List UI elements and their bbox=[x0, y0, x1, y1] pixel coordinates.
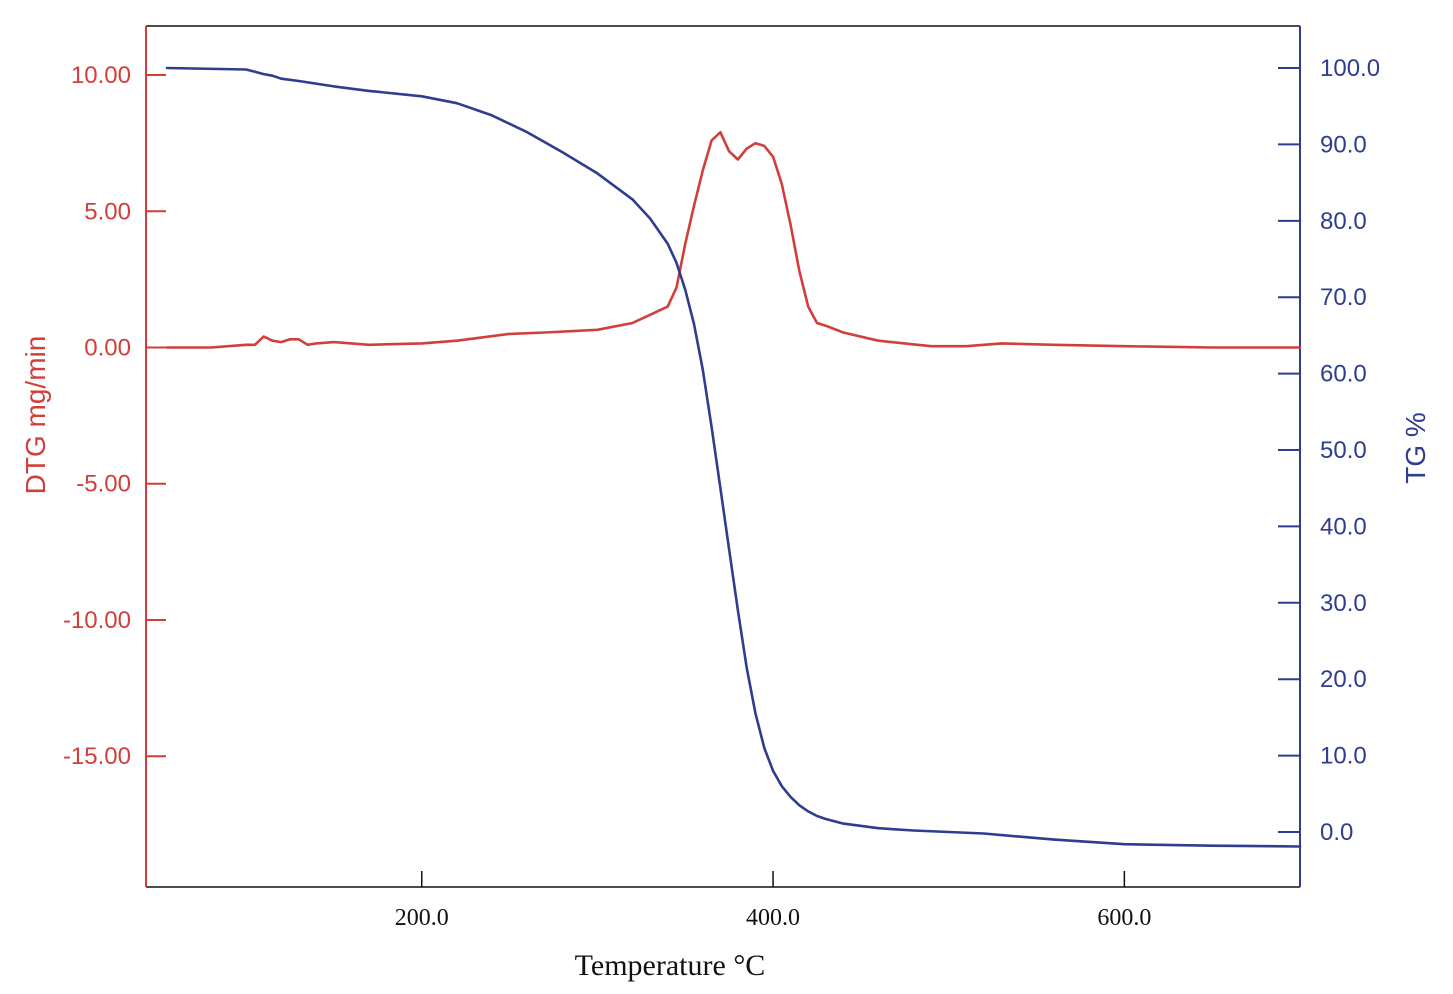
tg-tick-label: 70.0 bbox=[1320, 284, 1367, 311]
tg-axis-label: TG % bbox=[1400, 412, 1431, 484]
tg-tick-label: 20.0 bbox=[1320, 666, 1367, 693]
dtg-tick-label: 5.00 bbox=[84, 198, 131, 225]
tg-tick-label: 100.0 bbox=[1320, 55, 1380, 82]
tg-series-line bbox=[165, 66, 1302, 848]
tg-axis: 100.0 90.0 80.0 70.0 60.0 50.0 40.0 30.0 20.0 10.… bbox=[1278, 55, 1380, 846]
tg-tick-label: 90.0 bbox=[1320, 131, 1367, 158]
dtg-tick-label: -5.00 bbox=[76, 471, 131, 498]
temperature-tick-label: 400.0 bbox=[746, 905, 800, 931]
dtg-axis-label: DTG mg/min bbox=[20, 336, 51, 495]
tg-tick-label: 50.0 bbox=[1320, 437, 1367, 464]
temperature-axis: 200.0 400.0 600.0 bbox=[395, 871, 1151, 931]
dtg-tick-label: -10.00 bbox=[63, 607, 131, 634]
plot-frame bbox=[145, 25, 1301, 888]
tg-tick-label: 10.0 bbox=[1320, 743, 1367, 770]
dtg-series-line bbox=[165, 131, 1302, 349]
tg-tick-label: 80.0 bbox=[1320, 208, 1367, 235]
dtg-tick-label: -15.00 bbox=[63, 743, 131, 770]
tg-tick-label: 30.0 bbox=[1320, 590, 1367, 617]
tg-tick-label: 60.0 bbox=[1320, 361, 1367, 388]
x-axis-label: Temperature °C bbox=[575, 949, 766, 982]
tg-tick-label: 40.0 bbox=[1320, 513, 1367, 540]
temperature-tick-label: 200.0 bbox=[395, 905, 449, 931]
dtg-axis: 10.00 5.00 0.00 -5.00 -10.00 -15.00 bbox=[63, 62, 166, 770]
dtg-tick-label: 0.00 bbox=[84, 335, 131, 362]
tg-tick-label: 0.0 bbox=[1320, 819, 1353, 846]
series-group bbox=[165, 66, 1302, 848]
temperature-tick-label: 600.0 bbox=[1097, 905, 1151, 931]
dtg-tick-label: 10.00 bbox=[71, 62, 131, 89]
